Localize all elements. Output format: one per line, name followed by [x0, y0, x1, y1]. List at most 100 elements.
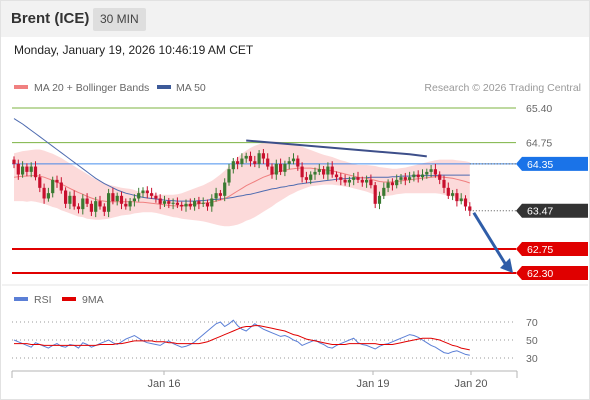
ma9-legend-label: 9MA — [82, 294, 104, 306]
candle-body — [38, 177, 42, 188]
candle-body — [145, 190, 149, 194]
ma9-legend-swatch — [62, 297, 76, 301]
timestamp: Monday, January 19, 2026 10:46:19 AM CET — [14, 43, 254, 57]
candle-body — [442, 179, 446, 188]
candle-body — [309, 174, 313, 180]
current-price-label: 63.47 — [527, 206, 553, 218]
candle-body — [227, 169, 231, 183]
candle-body — [356, 177, 360, 180]
candle-body — [248, 155, 253, 162]
candle-body — [283, 163, 287, 172]
candle-body — [373, 185, 377, 204]
x-tick-label: Jan 20 — [454, 378, 487, 390]
candle-body — [102, 206, 106, 212]
candle-body — [274, 163, 278, 175]
candle-body — [257, 153, 261, 164]
candle-body — [119, 195, 124, 204]
candle-body — [253, 161, 257, 164]
candle-body — [132, 198, 136, 202]
rsi-level-label: 30 — [526, 353, 538, 365]
candle-body — [12, 159, 16, 164]
price-plot: 65.40 64.75 64.35 62.75 62.30 63.47 — [12, 103, 588, 280]
trendline — [246, 139, 427, 158]
resistance-level-label: 64.75 — [526, 138, 552, 150]
pivot-level-label: 64.35 — [527, 159, 553, 171]
candle-body — [429, 169, 433, 172]
candle-body — [158, 198, 162, 204]
pivot-level-tag — [516, 156, 588, 171]
candle-body — [154, 195, 158, 199]
ma50-legend-swatch — [157, 85, 171, 89]
candle-body — [141, 190, 145, 194]
candle-body — [137, 193, 141, 199]
candle-body — [343, 179, 347, 183]
candle-body — [463, 198, 468, 207]
candle-body — [279, 163, 283, 172]
candle-body — [188, 203, 192, 207]
ma20-line — [13, 167, 470, 207]
header-bar: Brent (ICE) 30 MIN — [1, 1, 589, 37]
credit-text: Research © 2026 Trading Central — [424, 82, 581, 94]
candle-body — [236, 161, 240, 164]
rsi-line — [13, 319, 470, 356]
candle-body — [29, 166, 33, 172]
candle-body — [42, 187, 46, 199]
candle-body — [266, 158, 270, 167]
candle-body — [347, 179, 351, 183]
candle-body — [360, 179, 364, 183]
candle-body — [223, 182, 227, 196]
rsi-plot: 70 50 30 — [12, 317, 538, 365]
current-price-tag — [516, 203, 588, 218]
candle-body — [420, 174, 425, 178]
candle-body — [300, 166, 304, 178]
candle-body — [21, 166, 25, 175]
candle-body — [296, 158, 300, 167]
candle-body — [270, 166, 274, 175]
candle-body — [111, 193, 115, 202]
support-level-label: 62.75 — [527, 244, 553, 256]
timeframe-badge[interactable]: 30 MIN — [93, 8, 146, 31]
projection-arrow-shaft — [472, 211, 508, 266]
candle-body — [184, 203, 188, 207]
candle-body — [240, 158, 244, 164]
projection-arrow-head — [500, 258, 513, 273]
candle-body — [55, 179, 59, 183]
rsi-ma9-line — [14, 325, 470, 351]
candle-body — [180, 204, 184, 207]
candle-body — [322, 169, 326, 175]
candle-body — [408, 177, 412, 180]
candle-body — [107, 193, 111, 212]
candle-body — [244, 155, 248, 159]
candle-body — [201, 202, 205, 204]
candle-body — [33, 166, 38, 178]
rsi-level-label: 50 — [526, 335, 538, 347]
ma50-line — [13, 118, 470, 202]
candle-body — [317, 169, 321, 172]
candle-body — [150, 193, 154, 196]
support-level-tag — [516, 266, 588, 280]
support-level-label: 62.30 — [527, 268, 553, 280]
resistance-level-label: 65.40 — [526, 103, 552, 115]
candle-body — [46, 193, 50, 199]
candle-body — [76, 206, 81, 210]
candle-body — [210, 198, 214, 207]
candle-body — [115, 195, 119, 202]
candle-body — [390, 182, 394, 186]
candle-body — [438, 174, 442, 180]
candle-body — [68, 195, 72, 204]
candle-body — [334, 174, 339, 178]
candle-body — [51, 179, 55, 194]
candle-body — [171, 202, 175, 204]
candle-body — [395, 179, 399, 186]
candle-body — [205, 202, 210, 207]
candle-body — [339, 177, 343, 180]
candle-body — [89, 203, 93, 212]
candle-body — [197, 201, 201, 204]
candle-body — [193, 201, 197, 207]
candle-body — [16, 163, 20, 175]
candle-body — [455, 193, 459, 202]
candle-body — [468, 206, 472, 211]
candle-body — [124, 203, 128, 207]
